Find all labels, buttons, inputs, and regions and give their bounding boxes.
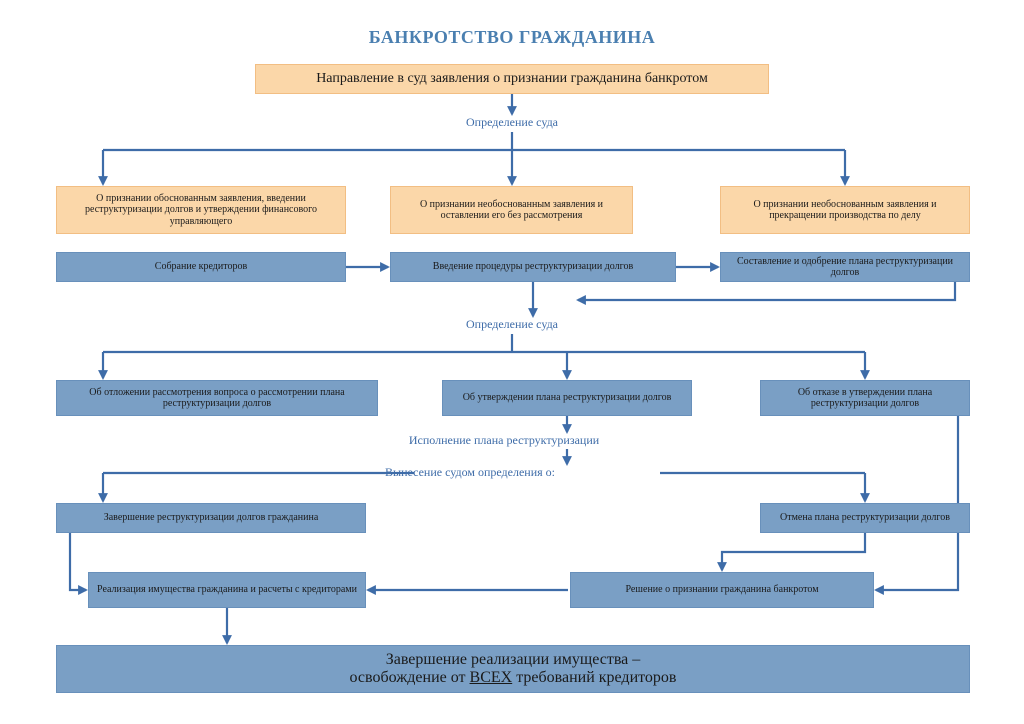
node-b1b: Введение процедуры реструктуризации долг… [390,252,676,282]
node-final: Завершение реализации имущества –освобож… [56,645,970,693]
connector-9 [578,282,955,300]
node-b1a: Собрание кредиторов [56,252,346,282]
node-b4a: Реализация имущества гражданина и расчет… [88,572,366,608]
connector-21 [722,533,865,570]
label-l3: Исполнение плана реструктуризации [334,434,674,447]
label-l4: Вынесение судом определения о: [300,466,640,479]
node-b3a: Завершение реструктуризации долгов гражд… [56,503,366,533]
label-l2: Определение суда [342,318,682,331]
connector-24 [70,533,86,590]
node-b1c: Составление и одобрение плана реструктур… [720,252,970,282]
label-l1: Определение суда [342,116,682,129]
node-o1c: О признании необоснованным заявления и п… [720,186,970,234]
node-b4b: Решение о признании гражданина банкротом [570,572,874,608]
connectors-layer [0,0,1024,724]
flowchart-stage: БАНКРОТСТВО ГРАЖДАНИНА Направление в суд … [0,0,1024,724]
node-b2b: Об утверждении плана реструктуризации до… [442,380,692,416]
node-b3b: Отмена плана реструктуризации долгов [760,503,970,533]
node-m1: Направление в суд заявления о признании … [255,64,769,94]
node-b2a: Об отложении рассмотрения вопроса о расс… [56,380,378,416]
node-o1b: О признании необоснованным заявления и о… [390,186,633,234]
page-title: БАНКРОТСТВО ГРАЖДАНИНА [0,28,1024,48]
node-o1a: О признании обоснованным заявления, введ… [56,186,346,234]
node-b2c: Об отказе в утверждении плана реструктур… [760,380,970,416]
